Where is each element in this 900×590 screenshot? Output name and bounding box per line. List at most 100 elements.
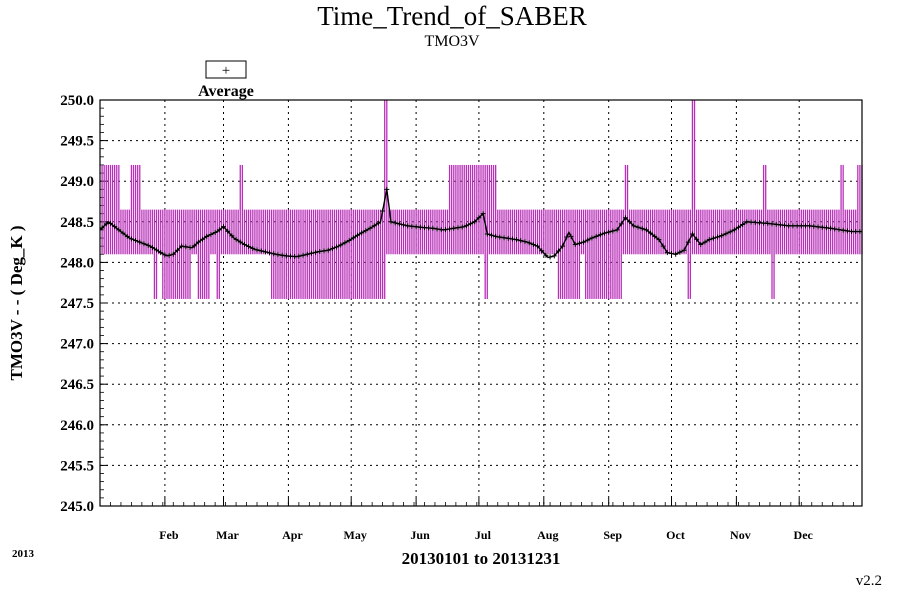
x-tick-label: Mar <box>216 528 239 542</box>
average-marker <box>555 248 561 254</box>
average-marker <box>727 229 733 235</box>
average-marker <box>539 248 545 254</box>
average-marker <box>262 249 268 255</box>
year-label: 2013 <box>12 548 35 560</box>
average-marker <box>183 244 189 250</box>
average-marker <box>338 242 344 248</box>
average-marker <box>618 221 624 227</box>
y-tick-label: 246.0 <box>60 418 94 434</box>
average-marker <box>187 244 193 250</box>
average-marker <box>765 220 771 226</box>
average-marker <box>426 225 432 231</box>
average-marker <box>442 227 448 233</box>
average-marker <box>342 240 348 246</box>
average-marker <box>279 252 285 258</box>
average-marker <box>656 237 662 243</box>
average-marker <box>631 223 637 229</box>
x-tick-labels: Feb Mar Apr May Jun Jul Aug Sep Oct Nov Dec <box>159 528 813 542</box>
average-marker <box>103 221 109 227</box>
average-marker <box>853 229 859 235</box>
average-marker <box>802 223 808 229</box>
average-marker <box>748 219 754 225</box>
average-marker <box>120 230 126 236</box>
average-series <box>99 186 863 260</box>
y-tick-label: 248.0 <box>60 255 94 271</box>
average-marker <box>128 236 134 242</box>
average-marker <box>735 224 741 230</box>
average-marker <box>363 228 369 234</box>
y-tick-label: 245.5 <box>60 458 94 474</box>
average-marker <box>434 226 440 232</box>
average-marker <box>208 231 214 237</box>
average-marker <box>560 243 566 249</box>
average-marker <box>195 239 201 245</box>
average-marker <box>585 237 591 243</box>
average-marker <box>769 221 775 227</box>
average-marker <box>455 225 461 231</box>
y-tick-label: 249.5 <box>60 134 94 150</box>
average-marker <box>107 220 113 226</box>
average-marker <box>488 232 494 238</box>
average-marker <box>614 227 620 233</box>
average-marker <box>815 224 821 230</box>
average-marker <box>719 233 725 239</box>
average-marker <box>823 225 829 231</box>
average-marker <box>375 220 381 226</box>
average-marker <box>832 226 838 232</box>
average-marker <box>480 211 486 217</box>
average-marker <box>308 250 314 256</box>
average-marker <box>158 250 164 256</box>
average-marker <box>300 252 306 258</box>
average-marker <box>463 223 469 229</box>
average-marker <box>472 219 478 225</box>
version-label: v2.2 <box>856 573 882 589</box>
average-marker <box>819 224 825 230</box>
y-tick-label: 249.0 <box>60 174 94 190</box>
average-marker <box>296 253 302 259</box>
x-tick-label: May <box>344 528 367 542</box>
average-marker <box>124 233 130 239</box>
average-marker <box>677 249 683 255</box>
average-marker <box>698 242 704 248</box>
average-marker <box>371 223 377 229</box>
average-marker <box>283 253 289 259</box>
average-marker <box>505 235 511 241</box>
average-marker <box>660 243 666 249</box>
average-marker <box>162 252 168 258</box>
average-marker <box>530 242 536 248</box>
average-marker <box>447 226 453 232</box>
average-marker <box>317 249 323 255</box>
average-marker <box>606 229 612 235</box>
average-marker <box>380 208 386 214</box>
average-marker <box>288 253 293 259</box>
average-marker <box>840 227 846 233</box>
average-marker <box>409 223 415 229</box>
average-marker <box>731 227 737 233</box>
x-tick-label: Apr <box>282 528 303 542</box>
average-marker <box>581 239 587 245</box>
average-marker <box>241 242 247 248</box>
average-marker <box>141 241 147 247</box>
y-tick-label: 246.5 <box>60 377 94 393</box>
average-marker <box>807 223 813 229</box>
average-marker <box>635 224 641 230</box>
chart-subtitle: TMO3V <box>424 33 480 50</box>
y-tick-label: 250.0 <box>60 93 94 109</box>
average-marker <box>359 230 365 236</box>
average-marker <box>740 222 746 228</box>
average-marker <box>170 251 176 257</box>
x-axis-label: 20130101 to 20131231 <box>402 549 561 568</box>
average-marker <box>794 223 800 229</box>
average-marker <box>346 237 352 243</box>
average-marker <box>405 223 411 229</box>
y-axis-label: TMO3V - - ( Deg_K ) <box>7 225 26 380</box>
average-marker <box>836 227 842 233</box>
average-marker <box>673 251 679 257</box>
average-marker <box>392 220 398 226</box>
x-tick-label: Sep <box>603 528 622 542</box>
average-marker <box>593 233 599 239</box>
average-marker <box>652 233 658 239</box>
average-marker <box>509 236 515 242</box>
grid <box>100 99 862 507</box>
average-marker <box>225 228 231 234</box>
